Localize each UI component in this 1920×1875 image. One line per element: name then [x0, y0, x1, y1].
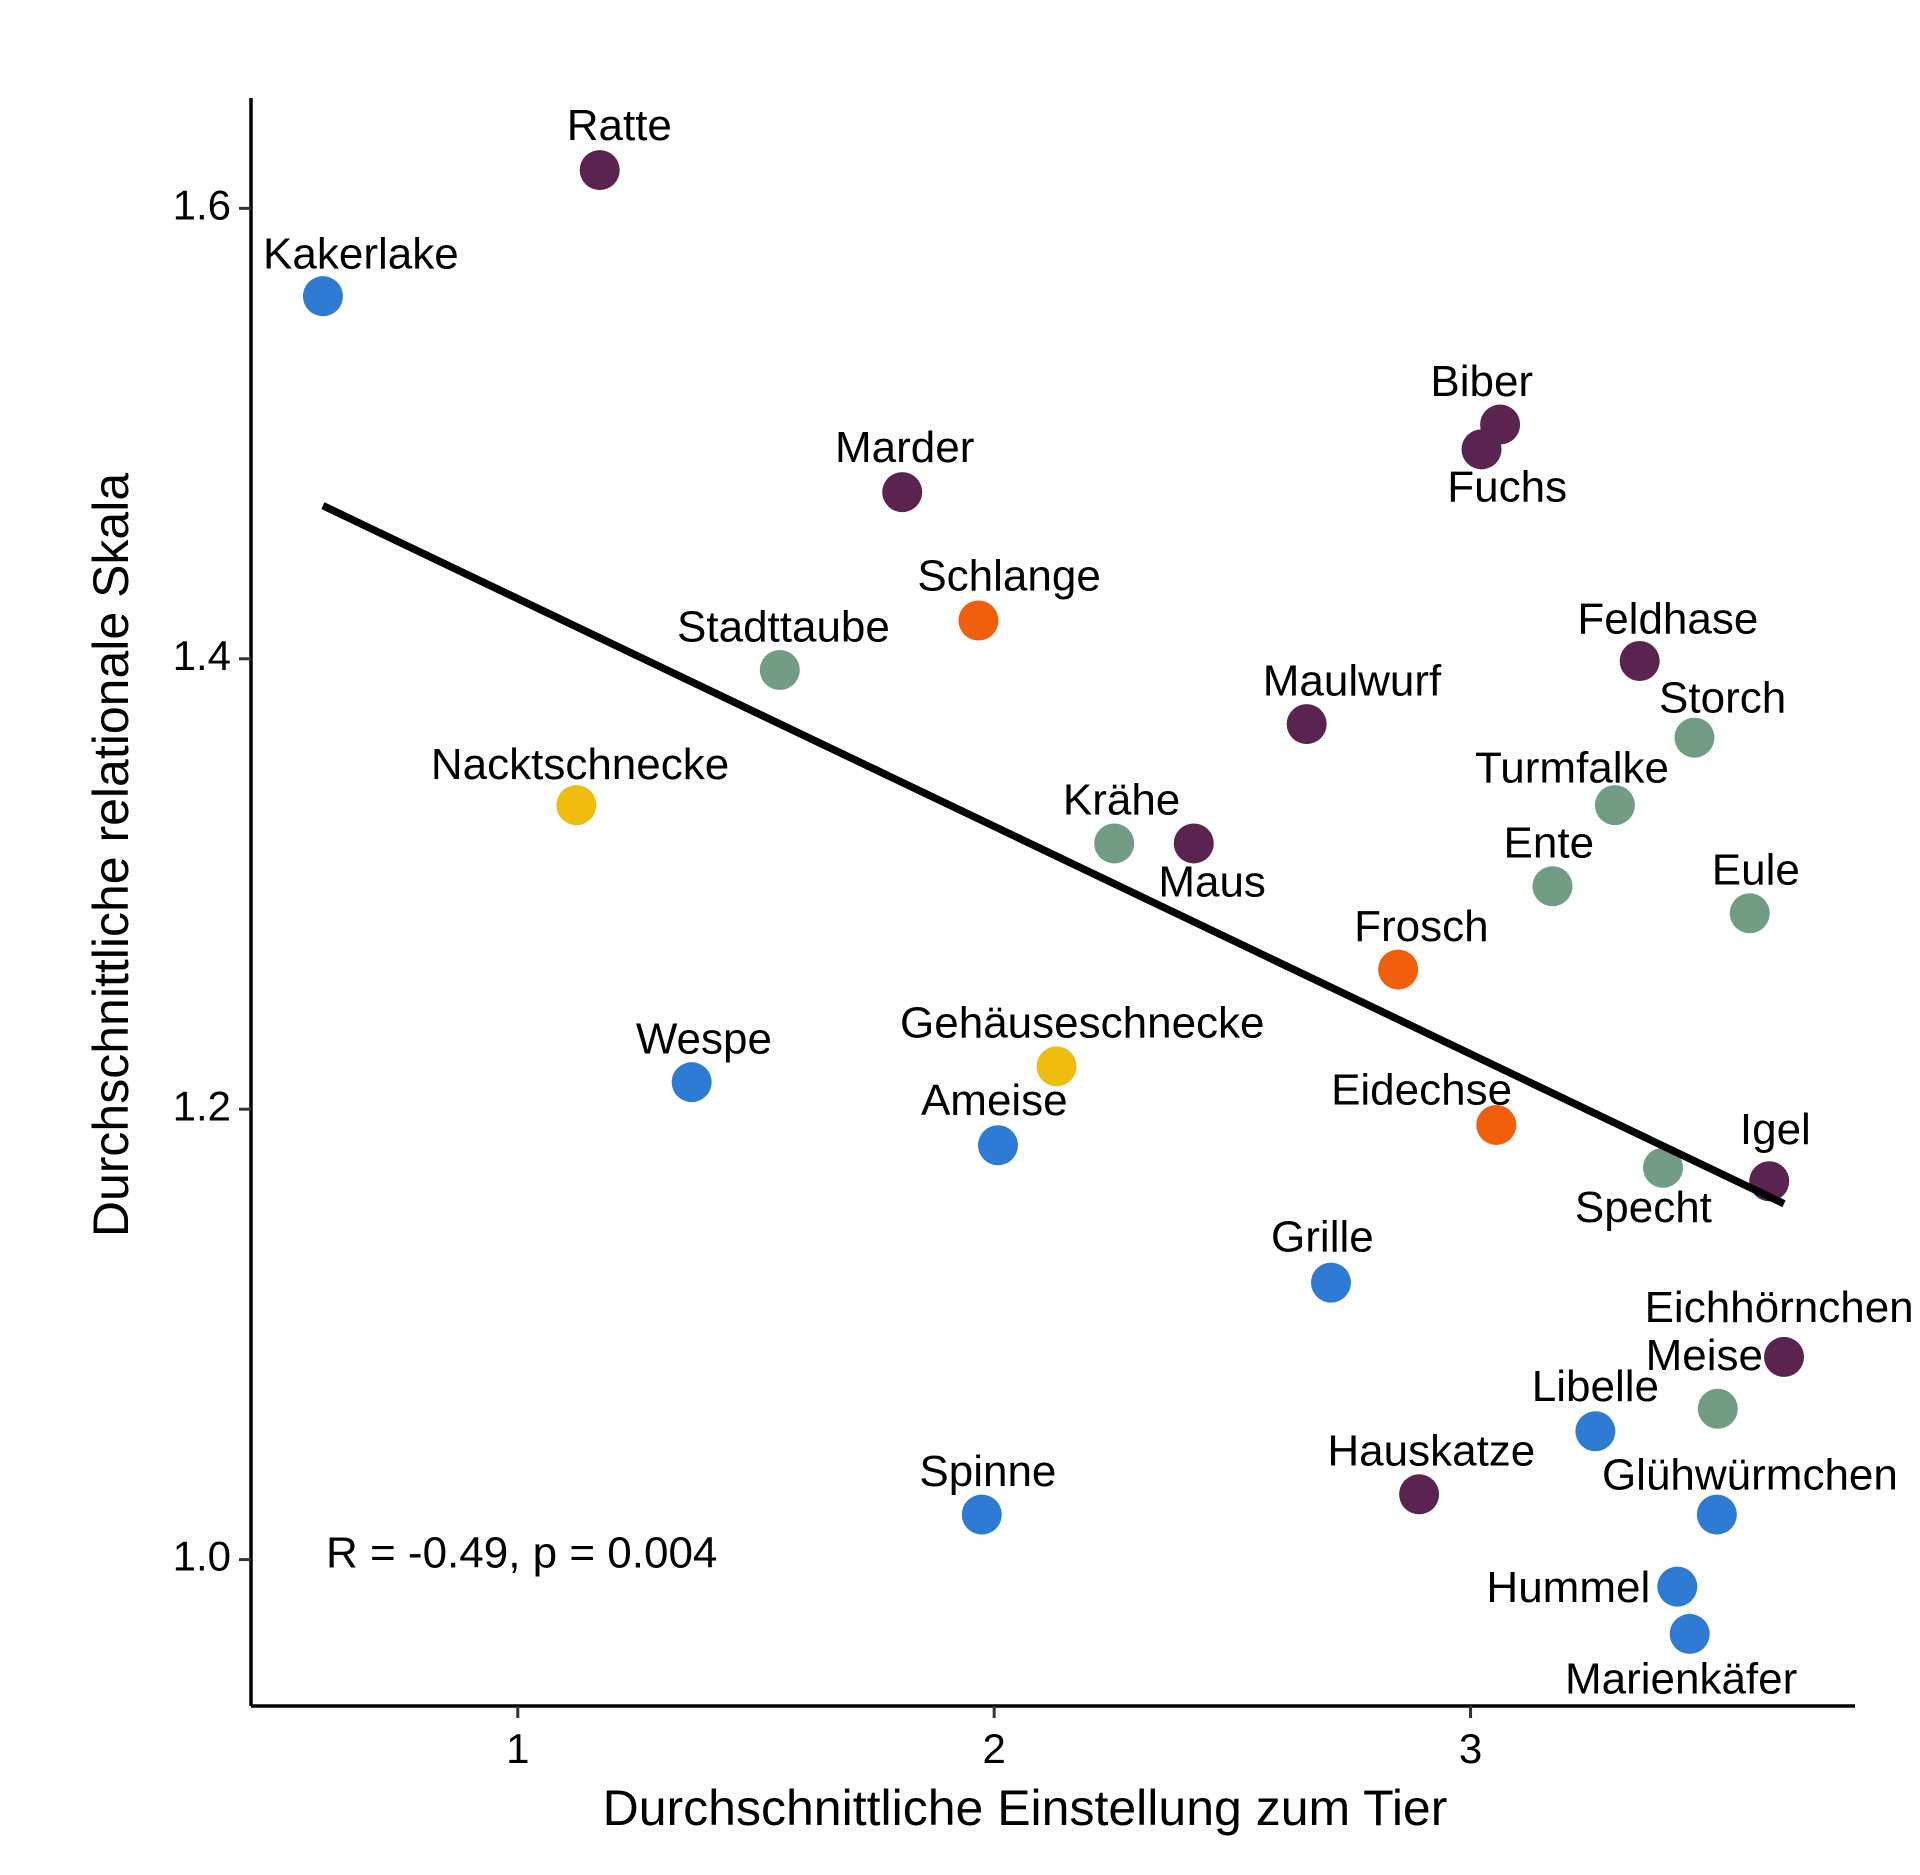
point [1476, 1104, 1517, 1145]
point-label: Feldhase [1577, 594, 1758, 643]
point-label: Kakerlake [263, 230, 459, 279]
point [1657, 1566, 1698, 1607]
point [759, 650, 800, 691]
point-label: Spinne [919, 1447, 1056, 1496]
point-label: Biber [1430, 357, 1533, 406]
point [977, 1125, 1018, 1166]
point-label: Ente [1504, 818, 1595, 867]
point-label: Maus [1158, 858, 1266, 907]
point-label: Eidechse [1331, 1066, 1512, 1115]
point [1643, 1147, 1684, 1188]
point [958, 600, 999, 641]
point-label: Igel [1740, 1105, 1811, 1154]
point-label: Schlange [917, 551, 1100, 600]
point [1729, 893, 1770, 934]
point [1036, 1046, 1077, 1087]
annotation: R = -0.49, p = 0.004 [326, 1529, 717, 1578]
y-tick-label: 1.4 [173, 632, 231, 679]
point-label: Eichhörnchen [1645, 1283, 1914, 1332]
y-tick-label: 1.2 [173, 1082, 231, 1129]
point-label: Storch [1659, 673, 1786, 722]
point [1399, 1474, 1440, 1515]
point [961, 1494, 1002, 1535]
point [1594, 785, 1635, 826]
point-label: Marder [835, 423, 974, 472]
point [1619, 641, 1660, 682]
point-label: Krähe [1063, 776, 1180, 825]
point-label: Glühwürmchen [1602, 1450, 1898, 1499]
x-tick-label: 3 [1459, 1725, 1482, 1772]
point-label: Gehäuseschnecke [900, 999, 1264, 1048]
point [302, 276, 343, 317]
point [1575, 1411, 1616, 1452]
x-tick-label: 1 [506, 1725, 529, 1772]
y-axis-title: Durchschnittliche relationale Skala [83, 473, 139, 1237]
y-tick-label: 1.6 [173, 181, 231, 228]
point [1173, 823, 1214, 864]
point [1532, 866, 1573, 907]
point-label: Specht [1575, 1183, 1712, 1232]
point [1696, 1494, 1737, 1535]
point-label: Ameise [921, 1076, 1068, 1125]
point-label: Meise [1646, 1331, 1763, 1380]
point-label: Frosch [1354, 902, 1488, 951]
point-label: Ratte [567, 101, 672, 150]
point-label: Stadttaube [677, 602, 890, 651]
point [1674, 717, 1715, 758]
point-label: Hummel [1486, 1563, 1650, 1612]
y-tick-label: 1.0 [173, 1533, 231, 1580]
point [579, 150, 620, 191]
point-label: Wespe [636, 1014, 772, 1063]
point [556, 785, 597, 826]
point [671, 1062, 712, 1103]
point-label: Libelle [1532, 1362, 1659, 1411]
point-label: Fuchs [1447, 462, 1567, 511]
point-label: Marienkäfer [1565, 1654, 1797, 1703]
point [1764, 1336, 1805, 1377]
trend-line [321, 502, 1786, 1208]
point-label: Grille [1271, 1212, 1374, 1261]
point [1669, 1613, 1710, 1654]
x-tick-label: 2 [982, 1725, 1005, 1772]
point-label: Eule [1712, 845, 1800, 894]
point [1461, 429, 1502, 470]
point [1094, 823, 1135, 864]
point-label: Nacktschnecke [431, 740, 729, 789]
point-label: Maulwurf [1263, 656, 1442, 705]
point [1697, 1388, 1738, 1429]
point-label: Hauskatze [1327, 1427, 1535, 1476]
point [1286, 704, 1327, 745]
point [882, 472, 923, 513]
point-label: Turmfalke [1475, 743, 1669, 792]
point [1378, 949, 1419, 990]
point [1310, 1262, 1351, 1303]
x-axis-title: Durchschnittliche Einstellung zum Tier [603, 1780, 1448, 1836]
